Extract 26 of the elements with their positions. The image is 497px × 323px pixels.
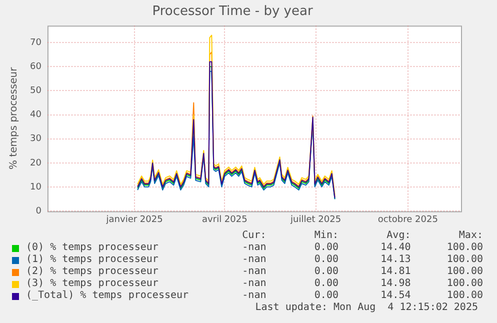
legend-label: (3) % temps processeur	[26, 278, 160, 290]
text: -nan 0.00 14.13 100.00	[241, 254, 483, 266]
y-tick-label: 50	[30, 86, 42, 96]
legend-label: (1) % temps processeur	[26, 254, 160, 266]
text: Last update: Mon Aug 4 12:15:02 2025	[254, 302, 478, 314]
legend-label: (2) % temps processeur	[26, 266, 160, 278]
text: -nan 0.00 14.54 100.00	[241, 290, 483, 302]
legend-label: (0) % temps processeur	[26, 242, 160, 254]
y-tick-label: 10	[30, 182, 42, 192]
y-tick-label: 30	[30, 134, 42, 144]
x-tick-label: octobre 2025	[378, 214, 438, 225]
text: -nan 0.00 14.81 100.00	[241, 266, 483, 278]
text: Cur: Min: Avg: Max:	[241, 230, 483, 242]
x-tick-label: avril 2025	[202, 214, 248, 225]
x-tick-label: janvier 2025	[105, 214, 163, 225]
y-axis-title: % temps processeur	[8, 66, 20, 170]
x-tick-label: juillet 2025	[290, 214, 342, 225]
y-tick-label: 20	[30, 158, 42, 168]
legend-label: (_Total) % temps processeur	[26, 290, 190, 302]
y-tick-label: 70	[30, 38, 42, 48]
y-tick-label: 40	[30, 110, 42, 120]
text: -nan 0.00 14.98 100.00	[241, 278, 483, 290]
y-tick-label: 60	[30, 62, 42, 72]
y-tick-label: 0	[36, 206, 42, 217]
chart-title: Processor Time - by year	[152, 4, 314, 20]
text: -nan 0.00 14.40 100.00	[241, 242, 483, 254]
